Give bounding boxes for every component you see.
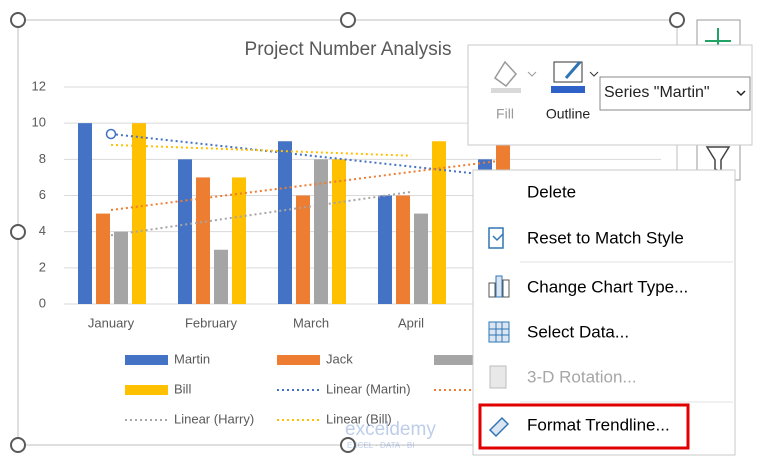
bar: [296, 195, 310, 304]
x-tick-label: February: [185, 315, 238, 330]
y-tick-label: 4: [39, 223, 46, 238]
y-tick-label: 2: [39, 259, 46, 274]
menu-item[interactable]: Reset to Match Style: [527, 228, 684, 247]
x-tick-label: March: [293, 315, 329, 330]
series-selector[interactable]: Series "Martin": [599, 76, 751, 111]
fill-button[interactable]: Fill: [491, 60, 537, 122]
resize-handle: [10, 12, 26, 28]
menu-item[interactable]: Select Data...: [527, 322, 629, 341]
outline-icon: [553, 61, 583, 83]
bar: [232, 177, 246, 304]
resize-handle: [10, 224, 26, 240]
bar: [278, 141, 292, 304]
select-data-grid: [489, 322, 509, 342]
selection-handle: [105, 128, 117, 140]
y-tick-label: 8: [39, 151, 46, 166]
selector-text: Series "Martin": [604, 84, 710, 101]
bar: [178, 159, 192, 304]
menu-icons: [488, 227, 510, 438]
chart-type-icon: [488, 282, 496, 298]
highlight-box: [478, 403, 690, 450]
bar: [414, 213, 428, 304]
trendline: [110, 190, 412, 237]
x-tick-label: January: [88, 315, 135, 330]
menu-item[interactable]: Change Chart Type...: [527, 277, 688, 296]
legend-label: Bill: [174, 381, 191, 396]
bar: [332, 159, 346, 304]
x-tick-label: April: [398, 315, 424, 330]
legend-label: Linear (Harry): [174, 411, 254, 426]
menu-item[interactable]: Delete: [527, 182, 576, 201]
selector-box: [599, 76, 751, 111]
bar: [196, 177, 210, 304]
y-tick-label: 12: [32, 78, 46, 93]
menu-panel: [472, 169, 736, 456]
bar: [214, 249, 228, 304]
legend-swatch: [125, 385, 168, 395]
trendline: [110, 133, 512, 179]
context-menu: Delete Reset to Match Style Change Chart T…: [472, 169, 736, 456]
resize-handle: [340, 437, 356, 453]
menu-item: 3-D Rotation...: [527, 367, 637, 386]
watermark: exceldemy EXCEL · DATA · BI: [345, 419, 436, 450]
legend-label: Jack: [326, 351, 353, 366]
y-tick-label: 10: [32, 115, 46, 130]
bar: [396, 195, 410, 304]
legend-label: Linear (Martin): [326, 381, 411, 396]
bar: [114, 231, 128, 304]
outline-label: Outline: [546, 106, 591, 122]
chart-title: Project Number Analysis: [245, 39, 452, 60]
dropdown-arrow: [527, 71, 537, 77]
fill-color-bar: [491, 88, 521, 93]
pen-icon: [564, 61, 582, 79]
trendline: [110, 158, 512, 211]
format-icon: [488, 416, 510, 438]
resize-handle: [340, 12, 356, 28]
fill-icon: [493, 60, 517, 88]
dropdown-arrow: [589, 71, 599, 77]
watermark-name: exceldemy: [345, 419, 436, 440]
y-tick-label: 0: [39, 295, 46, 310]
select-data-icon: [488, 321, 510, 343]
fill-label: Fill: [496, 106, 514, 122]
chart-type-icon: [495, 275, 503, 298]
chart-decor: [10, 12, 685, 453]
resize-handle: [669, 12, 685, 28]
outline-button[interactable]: Outline: [546, 61, 599, 122]
watermark-tagline: EXCEL · DATA · BI: [347, 441, 414, 450]
format-toolbar: Fill Outline Series "Martin": [467, 44, 753, 146]
y-tick-label: 6: [39, 187, 46, 202]
reset-icon: [488, 227, 504, 249]
bar: [96, 213, 110, 304]
legend-label: Martin: [174, 351, 210, 366]
legend-swatch: [434, 355, 477, 365]
trendline: [110, 143, 412, 157]
dropdown-arrow: [736, 90, 746, 97]
outline-color-bar: [551, 86, 585, 93]
resize-handle: [10, 437, 26, 453]
chart-type-icon: [502, 279, 510, 298]
bar: [378, 195, 392, 304]
menu-item[interactable]: Format Trendline...: [527, 415, 670, 434]
bar: [132, 123, 146, 305]
bar: [78, 123, 92, 305]
bar: [314, 159, 328, 304]
rotation-icon: [489, 365, 507, 389]
legend-swatch: [125, 355, 168, 365]
bar: [432, 141, 446, 304]
legend-swatch: [277, 355, 320, 365]
legend-label: Linear (Bill): [326, 411, 392, 426]
